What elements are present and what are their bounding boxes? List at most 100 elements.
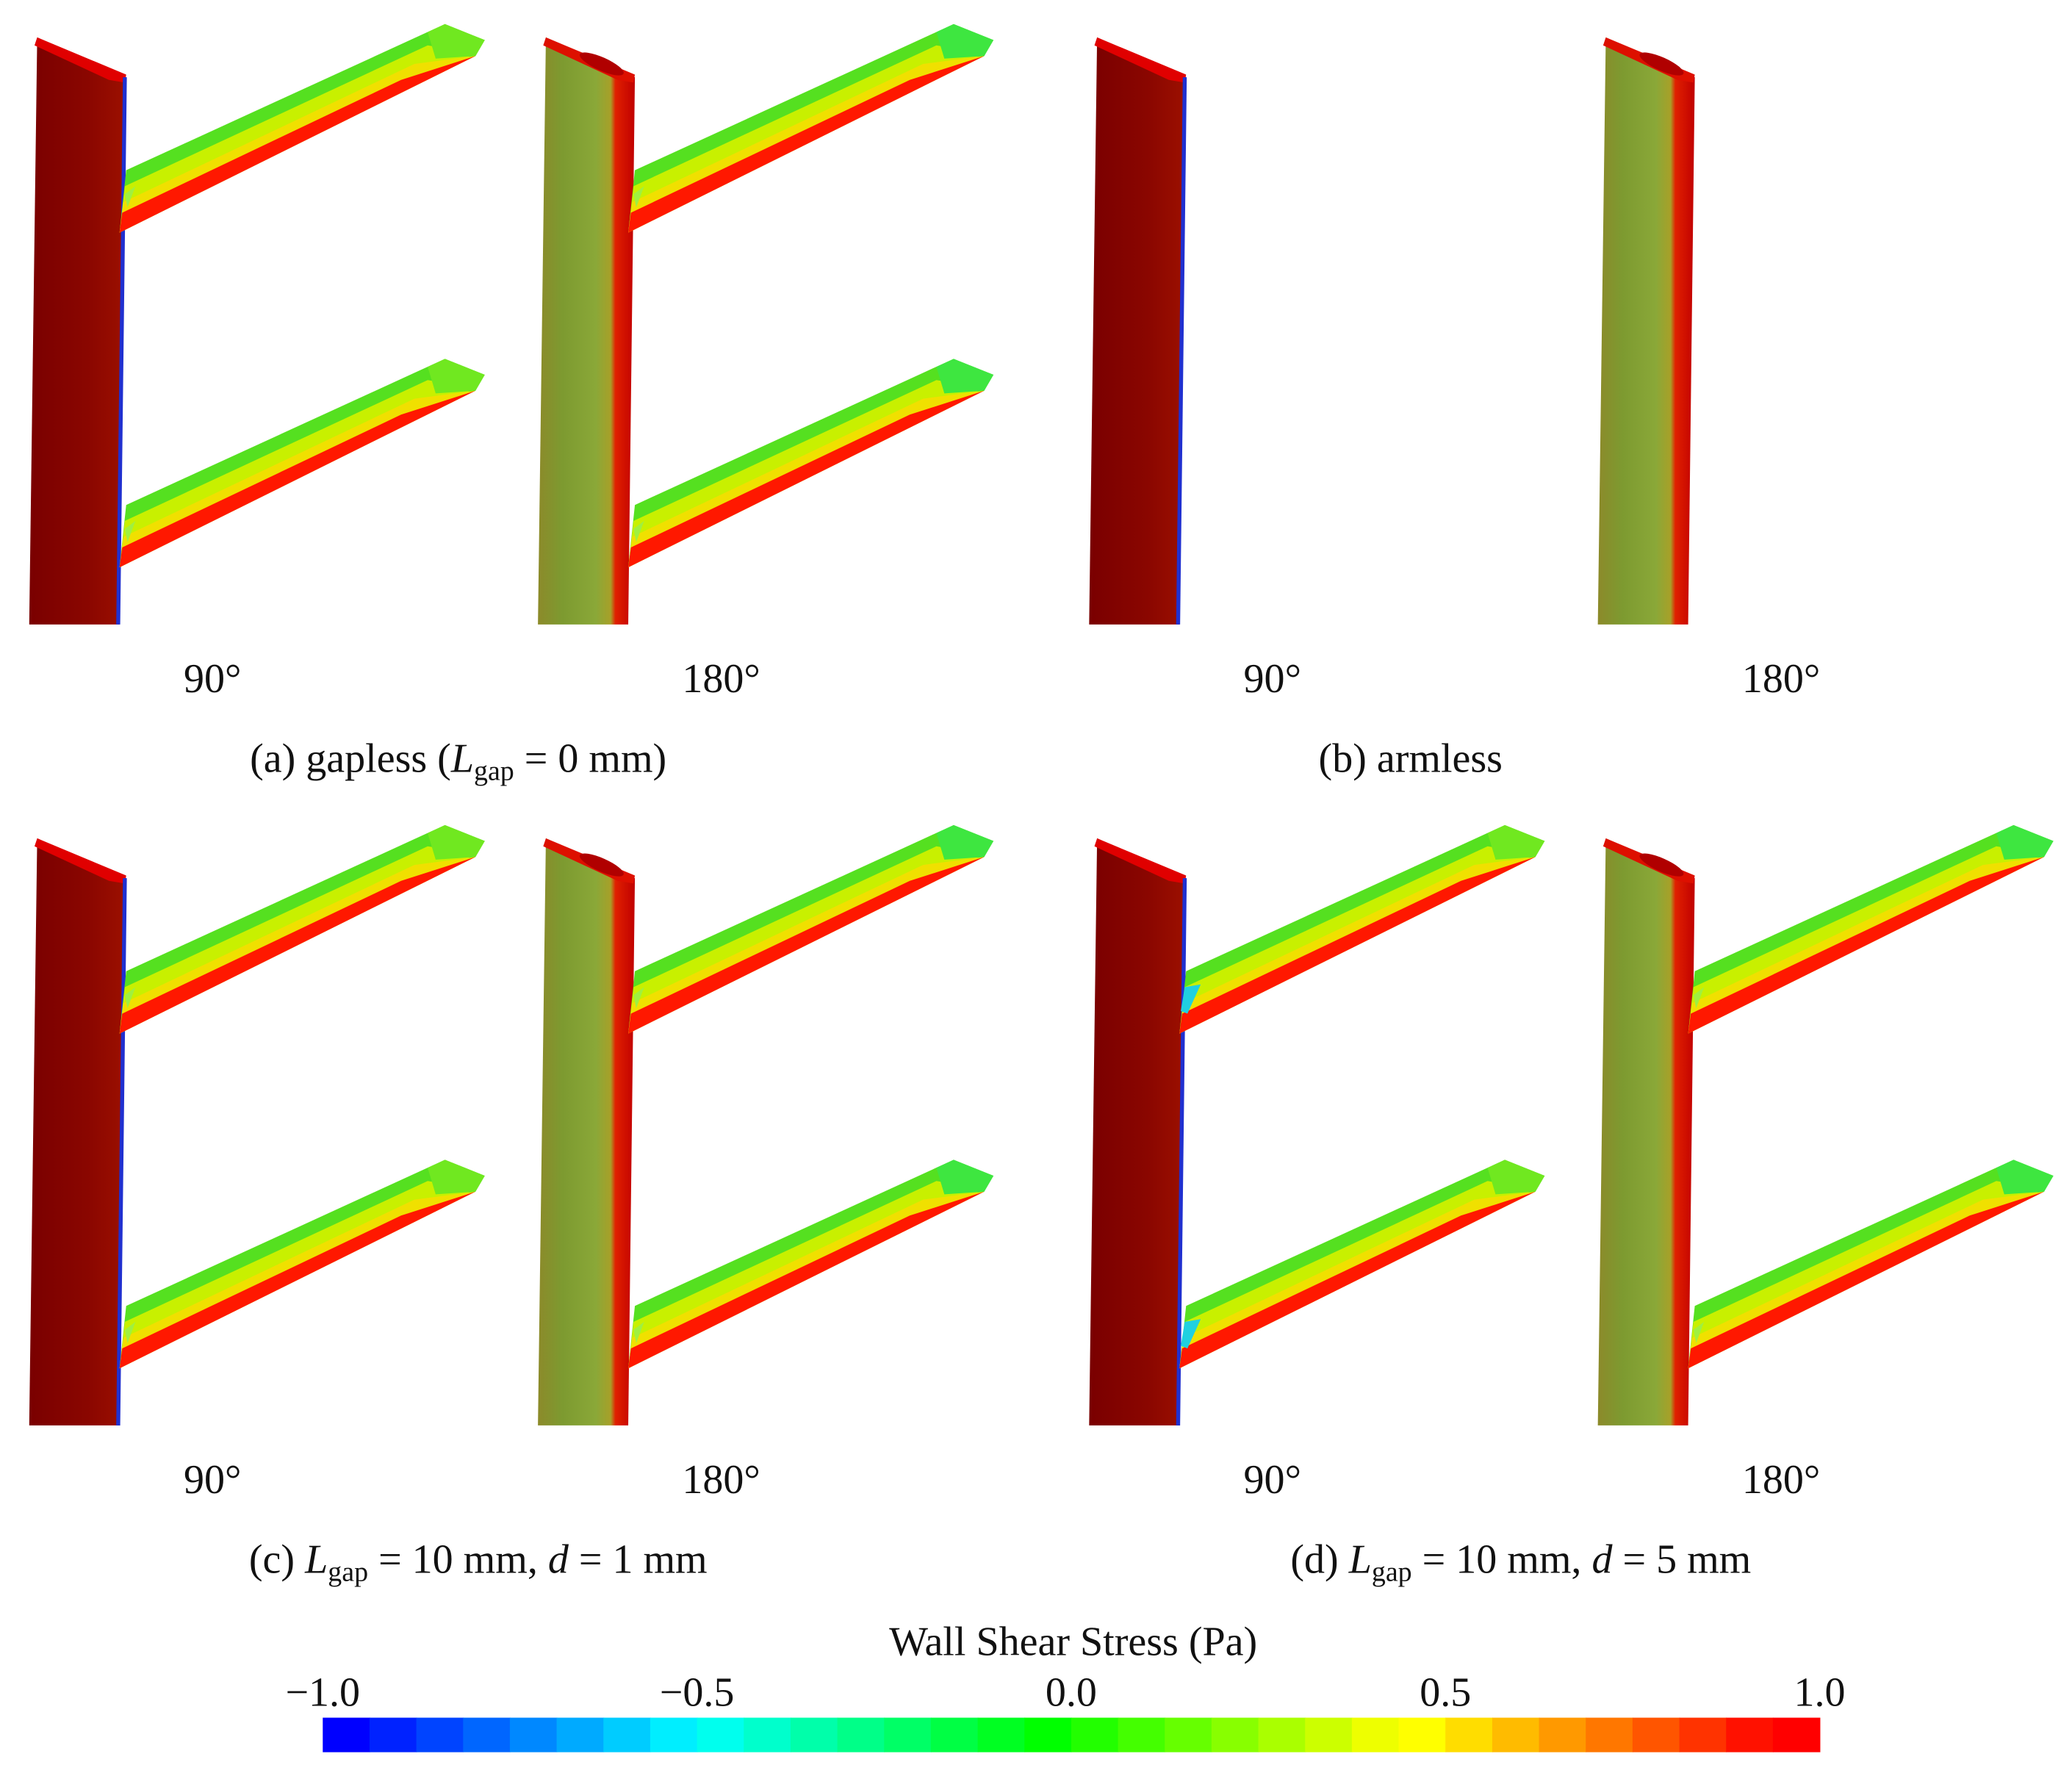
arm — [119, 824, 485, 1034]
colorbar-segment — [1586, 1717, 1633, 1752]
colorbar-segment — [1492, 1717, 1540, 1752]
colorbar-segment — [1071, 1717, 1119, 1752]
caption-part: (d) — [1290, 1537, 1348, 1583]
rendering — [1597, 37, 1695, 625]
arm — [1179, 824, 1545, 1034]
pillar-edge — [116, 878, 127, 1426]
arm-tip — [936, 1160, 994, 1195]
arm-root — [633, 1321, 644, 1343]
view-label: 90° — [1244, 1457, 1301, 1503]
caption-part: = 5 mm — [1612, 1537, 1751, 1583]
pillar-top-rim — [579, 52, 624, 76]
pillar-edge — [116, 77, 127, 625]
arm-band — [119, 390, 476, 568]
colorbar-segment — [1165, 1717, 1212, 1752]
pillar-top — [35, 37, 126, 83]
colorbar-tick-label: 1.0 — [1794, 1669, 1846, 1715]
caption-part: = 0 mm) — [514, 736, 666, 782]
colorbar-segment — [323, 1717, 370, 1752]
arm-root — [1181, 1319, 1201, 1349]
pillar-top — [1094, 838, 1187, 884]
arm-tip — [428, 24, 485, 59]
pillar-edge — [1176, 878, 1187, 1426]
colorbar-segment — [837, 1717, 885, 1752]
caption-part: (a) gapless ( — [250, 736, 451, 782]
arm-band — [1179, 1191, 1536, 1369]
arm — [119, 1160, 485, 1369]
colorbar-segment — [977, 1717, 1026, 1752]
pillar — [1089, 37, 1187, 625]
rendering — [29, 838, 127, 1426]
arm-root — [124, 1321, 136, 1343]
arm — [628, 1160, 994, 1369]
caption-part: = 10 mm, — [368, 1537, 548, 1583]
colorbar-segment — [744, 1717, 791, 1752]
arm-tip — [1996, 1160, 2054, 1195]
colorbar-segment — [790, 1717, 838, 1752]
pillar — [1089, 838, 1187, 1426]
colorbar-tick-label: −1.0 — [285, 1669, 360, 1715]
arm-band — [119, 390, 476, 568]
arm-tip — [1487, 1160, 1545, 1195]
colorbar-segment — [1679, 1717, 1727, 1752]
panel-caption: (b) armless — [1319, 736, 1503, 782]
panel-caption: (a) gapless (Lgap = 0 mm) — [250, 736, 666, 787]
arm-tip — [428, 359, 485, 394]
pillar — [29, 838, 126, 1426]
colorbar-segment — [1632, 1717, 1680, 1752]
caption-part: = 1 mm — [569, 1537, 708, 1583]
arm-root — [124, 987, 136, 1009]
pillar-top — [35, 838, 126, 884]
arm-tip — [936, 824, 994, 860]
caption-part: L — [304, 1537, 328, 1583]
caption-part: gap — [474, 755, 514, 786]
arm-root — [633, 987, 644, 1009]
caption-part: d — [548, 1537, 569, 1583]
arm-root — [124, 520, 136, 542]
colorbar-segment — [697, 1717, 745, 1752]
colorbar-segment — [603, 1717, 651, 1752]
arm-band — [628, 56, 985, 233]
colorbar-segment — [1118, 1717, 1166, 1752]
arm-root — [1181, 984, 1201, 1014]
rendering — [538, 37, 636, 625]
arm-band — [119, 857, 476, 1034]
arm-band — [628, 857, 985, 1034]
colorbar-segment — [1258, 1717, 1306, 1752]
caption-part: = 10 mm, — [1412, 1537, 1592, 1583]
arm-tip — [1487, 824, 1545, 860]
arm — [1688, 824, 2054, 1034]
arm-root — [633, 520, 644, 542]
panel-caption: (d) Lgap = 10 mm, d = 5 mm — [1290, 1537, 1751, 1588]
pillar-edge — [1176, 77, 1187, 625]
arm-root — [633, 186, 644, 208]
arm-tip — [936, 359, 994, 394]
arm — [1688, 1160, 2054, 1369]
view-label: 90° — [1244, 656, 1301, 702]
arm-root — [124, 186, 136, 208]
arm-tip — [428, 824, 485, 860]
pillar — [29, 37, 126, 625]
colorbar-segment — [1726, 1717, 1774, 1752]
arm-band — [119, 1191, 476, 1369]
colorbar-segment — [1445, 1717, 1493, 1752]
colorbar-segment — [1539, 1717, 1587, 1752]
arm-band — [628, 390, 985, 568]
arm-band — [1688, 1191, 2045, 1369]
colorbar-segment — [884, 1717, 932, 1752]
pillar-top-rim — [1639, 853, 1684, 877]
view-label: 180° — [682, 656, 760, 702]
rendering — [1089, 37, 1187, 625]
pillar-top — [1094, 37, 1187, 83]
pillar — [1597, 37, 1695, 625]
colorbar-segment — [930, 1717, 979, 1752]
arm — [628, 24, 994, 233]
pillar — [1597, 838, 1695, 1426]
arm-band — [119, 56, 476, 233]
colorbar-segment — [1398, 1717, 1447, 1752]
colorbar-tick-label: 0.5 — [1420, 1669, 1471, 1715]
rendering — [1089, 838, 1187, 1426]
caption-part: (b) armless — [1319, 736, 1503, 782]
view-label: 180° — [1742, 1457, 1820, 1503]
